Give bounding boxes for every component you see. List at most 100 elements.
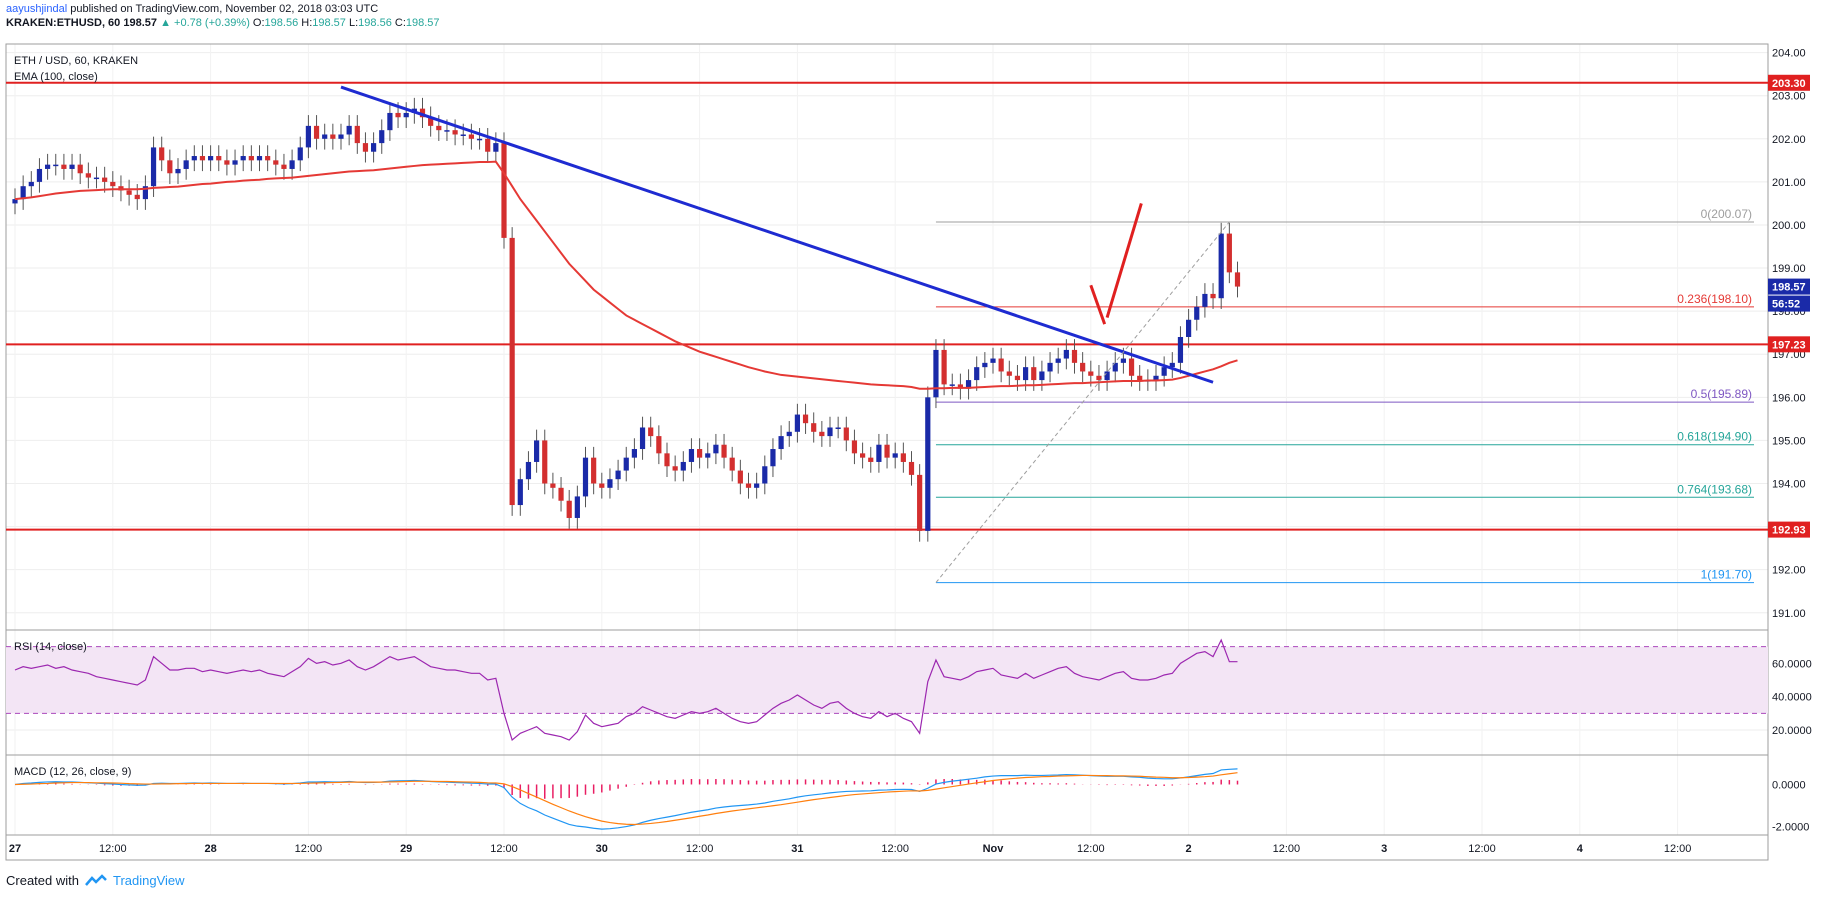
last-price: 198.57 <box>123 17 158 29</box>
price-axis[interactable]: 191.00192.00193.00194.00195.00196.00197.… <box>1772 48 1812 834</box>
price-tick-label: 195.00 <box>1772 435 1806 447</box>
low-value: 198.56 <box>358 17 392 29</box>
candle-body <box>28 181 34 187</box>
fib-level-label: 1(191.70) <box>1701 568 1752 582</box>
time-tick-label: 29 <box>400 843 412 855</box>
candle-body <box>566 500 572 518</box>
candle-body <box>436 125 442 131</box>
time-tick-label: 27 <box>9 843 21 855</box>
time-tick-label: 12:00 <box>1273 843 1301 855</box>
candle-body <box>1014 375 1021 381</box>
low-label: L: <box>348 17 359 29</box>
candle-body <box>485 138 491 152</box>
bearish-trend-line[interactable] <box>340 85 1214 384</box>
candle-body <box>705 453 711 458</box>
candle-body <box>142 186 148 200</box>
signal-line <box>14 772 1238 826</box>
candle-body <box>770 449 776 467</box>
fibonacci-retracement[interactable]: 0(200.07) 0.236(198.10) 0.5(195.89) 0.618(1… <box>935 207 1754 584</box>
candle-body <box>1071 349 1078 363</box>
time-tick-label: 12:00 <box>99 843 127 855</box>
time-tick-label: 3 <box>1381 843 1387 855</box>
candle-body <box>819 431 825 437</box>
candle-body <box>1202 293 1208 307</box>
candle-body <box>599 483 605 488</box>
time-tick-label: 12:00 <box>295 843 323 855</box>
price-tick-label: 201.00 <box>1772 177 1806 189</box>
fib-level-label: 0.5(195.89) <box>1691 387 1752 401</box>
time-tick-label: 31 <box>791 843 803 855</box>
candle-body <box>672 466 678 471</box>
created-with-text: Created with <box>6 873 79 888</box>
candle-body <box>884 444 890 458</box>
candle-body <box>379 130 385 144</box>
candle-body <box>444 130 450 132</box>
time-tick-label: 12:00 <box>1077 843 1105 855</box>
level-price-badge-label: 203.30 <box>1772 78 1806 90</box>
candle-body <box>199 156 206 161</box>
candle-body <box>191 156 197 161</box>
rsi-tick-label: 20.0000 <box>1772 725 1812 737</box>
candle-body <box>729 457 735 471</box>
time-tick-label: 12:00 <box>1664 843 1692 855</box>
symbol-label: KRAKEN:ETHUSD, 60 <box>6 17 121 29</box>
candle-body <box>542 440 548 484</box>
rsi-indicator-label: RSI (14, close) <box>14 641 87 653</box>
candle-body <box>1006 371 1012 376</box>
candle-body <box>1218 233 1224 299</box>
candle-body <box>159 147 165 161</box>
candle-body <box>517 479 523 506</box>
candle-body <box>664 453 670 467</box>
candle-body <box>240 156 246 161</box>
candles <box>12 97 1241 542</box>
price-tick-label: 196.00 <box>1772 392 1806 404</box>
candle-body <box>917 474 923 531</box>
level-price-badge <box>1768 336 1810 353</box>
candle-body <box>403 112 409 118</box>
candle-body <box>1031 367 1037 381</box>
author-link[interactable]: aayushjindal <box>6 3 68 15</box>
candle-body <box>778 436 784 450</box>
candle-body <box>697 449 703 458</box>
rsi-tick-label: 60.0000 <box>1772 658 1812 670</box>
candle-body <box>949 384 955 386</box>
candle-body <box>265 156 271 161</box>
candle-body <box>256 156 263 161</box>
level-price-badge-label: 192.93 <box>1772 525 1806 537</box>
candle-body <box>582 457 589 497</box>
candle-body <box>1120 358 1126 363</box>
candle-body <box>648 427 654 437</box>
candle-body <box>281 164 287 169</box>
candle-body <box>501 143 507 238</box>
candle-body <box>1186 319 1192 337</box>
time-tick-label: 12:00 <box>1468 843 1496 855</box>
candle-body <box>1088 371 1094 376</box>
published-text: published on TradingView.com, November 0… <box>70 3 379 15</box>
candle-body <box>1023 367 1029 381</box>
candle-body <box>509 237 515 506</box>
level-price-badge <box>1768 521 1810 538</box>
countdown-badge-label: 56:52 <box>1772 299 1800 311</box>
candle-body <box>1153 375 1159 381</box>
tradingview-link[interactable]: TradingView <box>112 873 185 888</box>
macd-line <box>14 768 1238 830</box>
candle-body <box>656 436 662 454</box>
candle-body <box>615 470 621 480</box>
price-tick-label: 194.00 <box>1772 479 1806 491</box>
candle-body <box>248 156 254 161</box>
time-tick-label: 4 <box>1577 843 1584 855</box>
candle-body <box>965 380 972 389</box>
fib-level-label: 0(200.07) <box>1701 207 1752 221</box>
price-tick-label: 191.00 <box>1772 608 1806 620</box>
candle-body <box>289 160 295 169</box>
candle-body <box>876 444 882 462</box>
candle-body <box>1104 371 1110 381</box>
macd-tick-label: 0.0000 <box>1772 779 1806 791</box>
candle-body <box>680 461 686 471</box>
candle-body <box>745 483 752 488</box>
time-tick-label: 12:00 <box>686 843 714 855</box>
candle-body <box>419 108 426 118</box>
candle-body <box>330 134 336 139</box>
time-axis[interactable]: 27 12:00 28 12:00 29 12:00 30 12:00 31 12:00 Nov 12… <box>9 843 1691 855</box>
